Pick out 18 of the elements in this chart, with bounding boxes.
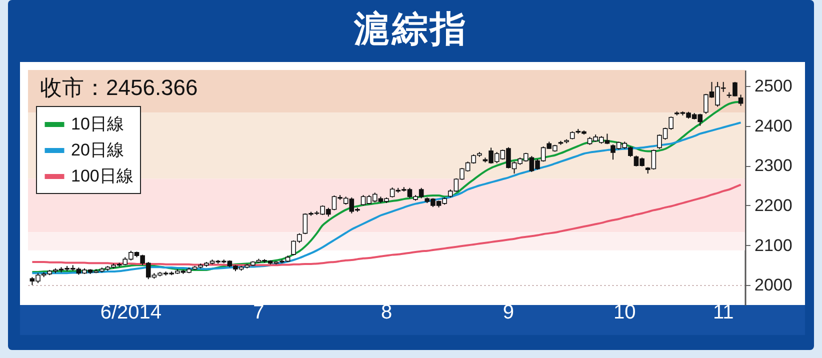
chart-title: 滬綜指: [352, 7, 469, 51]
x-tick-label: 6/2014: [100, 302, 162, 324]
x-tick-label: 8: [380, 302, 392, 324]
x-tick-label: 10: [614, 302, 636, 324]
legend-label: 100日線: [71, 166, 134, 186]
y-tick-label: 2100: [754, 236, 792, 255]
y-tick-label: 2000: [754, 276, 792, 295]
y-tick-label: 2200: [754, 196, 792, 215]
candlestick: [738, 94, 744, 106]
annotation: 收市：2456.366: [40, 75, 198, 100]
x-tick-label: 11: [712, 302, 734, 324]
y-tick-label: 2500: [754, 76, 792, 96]
x-tick-label: 7: [253, 302, 264, 324]
x-tick-label: 9: [502, 302, 514, 324]
y-tick-label: 2400: [754, 116, 792, 136]
y-tick-label: 2300: [754, 156, 792, 176]
legend-label: 20日線: [71, 140, 124, 160]
legend-label: 10日線: [71, 114, 124, 134]
